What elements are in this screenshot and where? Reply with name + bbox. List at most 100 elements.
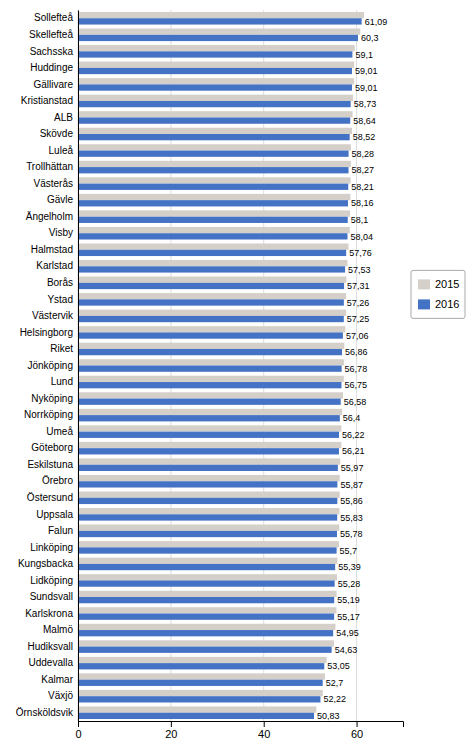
bar (78, 525, 339, 531)
tick: Umeå (46, 426, 78, 437)
data-label: 58,28 (352, 149, 375, 159)
legend-swatch (418, 279, 430, 289)
bar (78, 640, 334, 646)
tick: Västerås (34, 178, 78, 189)
data-label: 55,83 (340, 513, 363, 523)
bar (78, 29, 360, 35)
bar (78, 45, 355, 51)
tick: Gällivare (34, 79, 78, 90)
tick: Hudiksvall (27, 641, 78, 652)
tick: 60 (351, 721, 363, 740)
tick-label: Västerås (34, 178, 73, 189)
bar (78, 177, 351, 183)
tick: Falun (48, 525, 78, 536)
legend-item: 2015 (418, 278, 459, 290)
tick-label: Trollhättan (26, 161, 73, 172)
tick-label: ALB (54, 112, 73, 123)
bar (78, 359, 344, 365)
bar (78, 310, 346, 316)
tick: 40 (258, 721, 270, 740)
bar (78, 161, 351, 167)
tick: Uddevalla (29, 657, 78, 668)
bar (78, 167, 349, 173)
tick-label: Växjö (48, 690, 73, 701)
bar (78, 458, 340, 464)
bar (78, 332, 343, 338)
bar (78, 448, 339, 454)
tick-label: Linköping (30, 542, 73, 553)
tick-label: Kristianstad (21, 95, 73, 106)
bar (78, 35, 358, 41)
bar (78, 62, 354, 68)
tick: Visby (49, 227, 78, 238)
tick-label: Göteborg (31, 442, 73, 453)
tick: Skövde (40, 128, 78, 139)
data-label: 56,58 (344, 397, 367, 407)
tick-label: Eskilstuna (27, 459, 73, 470)
tick-label: 0 (75, 728, 81, 740)
bar (78, 541, 339, 547)
bar (78, 409, 342, 415)
bar (78, 299, 344, 305)
tick: Nyköping (31, 393, 78, 404)
bar (78, 78, 354, 84)
bar (78, 580, 335, 586)
bars (78, 12, 364, 719)
tick-label: 60 (351, 728, 363, 740)
tick: Trollhättan (26, 161, 78, 172)
tick: Luleå (49, 145, 78, 156)
bar (78, 647, 332, 653)
bar (78, 128, 352, 134)
bar (78, 233, 347, 239)
bar (78, 283, 344, 289)
tick-label: Karlstad (36, 260, 73, 271)
data-label: 53,05 (327, 661, 350, 671)
bar (78, 144, 351, 150)
grid-line (78, 10, 79, 721)
tick: Norrköping (24, 409, 78, 420)
data-labels: 61,0960,359,159,0159,0158,7358,6458,5258… (317, 17, 387, 721)
tick-label: Ystad (47, 294, 73, 305)
tick: Gävle (47, 194, 78, 205)
tick-label: Gävle (47, 194, 74, 205)
legend-item: 2016 (418, 298, 459, 310)
bar (78, 399, 341, 405)
tick: Halmstad (31, 244, 78, 255)
legend-label: 2015 (435, 278, 459, 290)
tick: Lund (51, 376, 78, 387)
tick-label: Kalmar (41, 674, 73, 685)
series (78, 12, 364, 713)
data-label: 57,53 (348, 265, 371, 275)
legend-frame (411, 270, 465, 318)
tick: Västervik (32, 310, 78, 321)
bar (78, 607, 336, 613)
data-label: 61,09 (365, 17, 388, 27)
bar (78, 366, 342, 372)
bar (78, 293, 346, 299)
data-label: 55,28 (338, 579, 361, 589)
tick: Ängelholm (26, 211, 78, 222)
bar (78, 266, 345, 272)
bar (78, 531, 337, 537)
bar (78, 101, 351, 107)
bar (78, 95, 353, 101)
bar (78, 630, 333, 636)
data-label: 58,73 (354, 99, 377, 109)
data-label: 55,78 (340, 529, 363, 539)
tick-label: Västervik (32, 310, 74, 321)
tick: Sundsvall (30, 591, 78, 602)
bar (78, 491, 340, 497)
tick: Örnsköldsvik (16, 707, 78, 718)
tick-label: 20 (165, 728, 177, 740)
bar (78, 614, 334, 620)
tick-label: Luleå (49, 145, 74, 156)
data-label: 59,1 (355, 50, 373, 60)
tick: Örebro (42, 475, 78, 486)
bar (78, 84, 352, 90)
data-label: 56,21 (342, 446, 365, 456)
tick: Helsingborg (20, 327, 78, 338)
bar (78, 210, 350, 216)
tick: Växjö (48, 690, 78, 701)
bar (78, 680, 323, 686)
bar (78, 243, 348, 249)
